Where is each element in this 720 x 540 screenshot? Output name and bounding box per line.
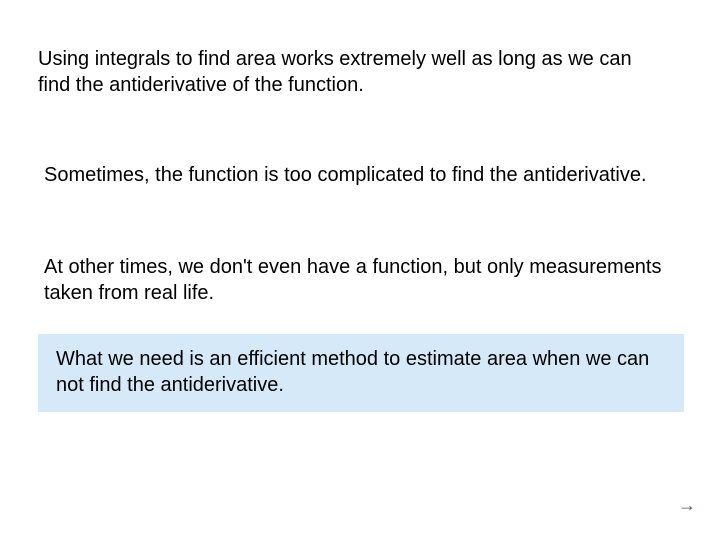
slide: Using integrals to find area works extre… <box>0 0 720 540</box>
paragraph-4: What we need is an efficient method to e… <box>56 346 668 398</box>
paragraph-2: Sometimes, the function is too complicat… <box>44 162 664 188</box>
highlight-box: What we need is an efficient method to e… <box>38 334 684 412</box>
paragraph-1: Using integrals to find area works extre… <box>38 46 668 98</box>
paragraph-3: At other times, we don't even have a fun… <box>44 254 664 306</box>
next-arrow-icon[interactable]: → <box>678 495 696 516</box>
